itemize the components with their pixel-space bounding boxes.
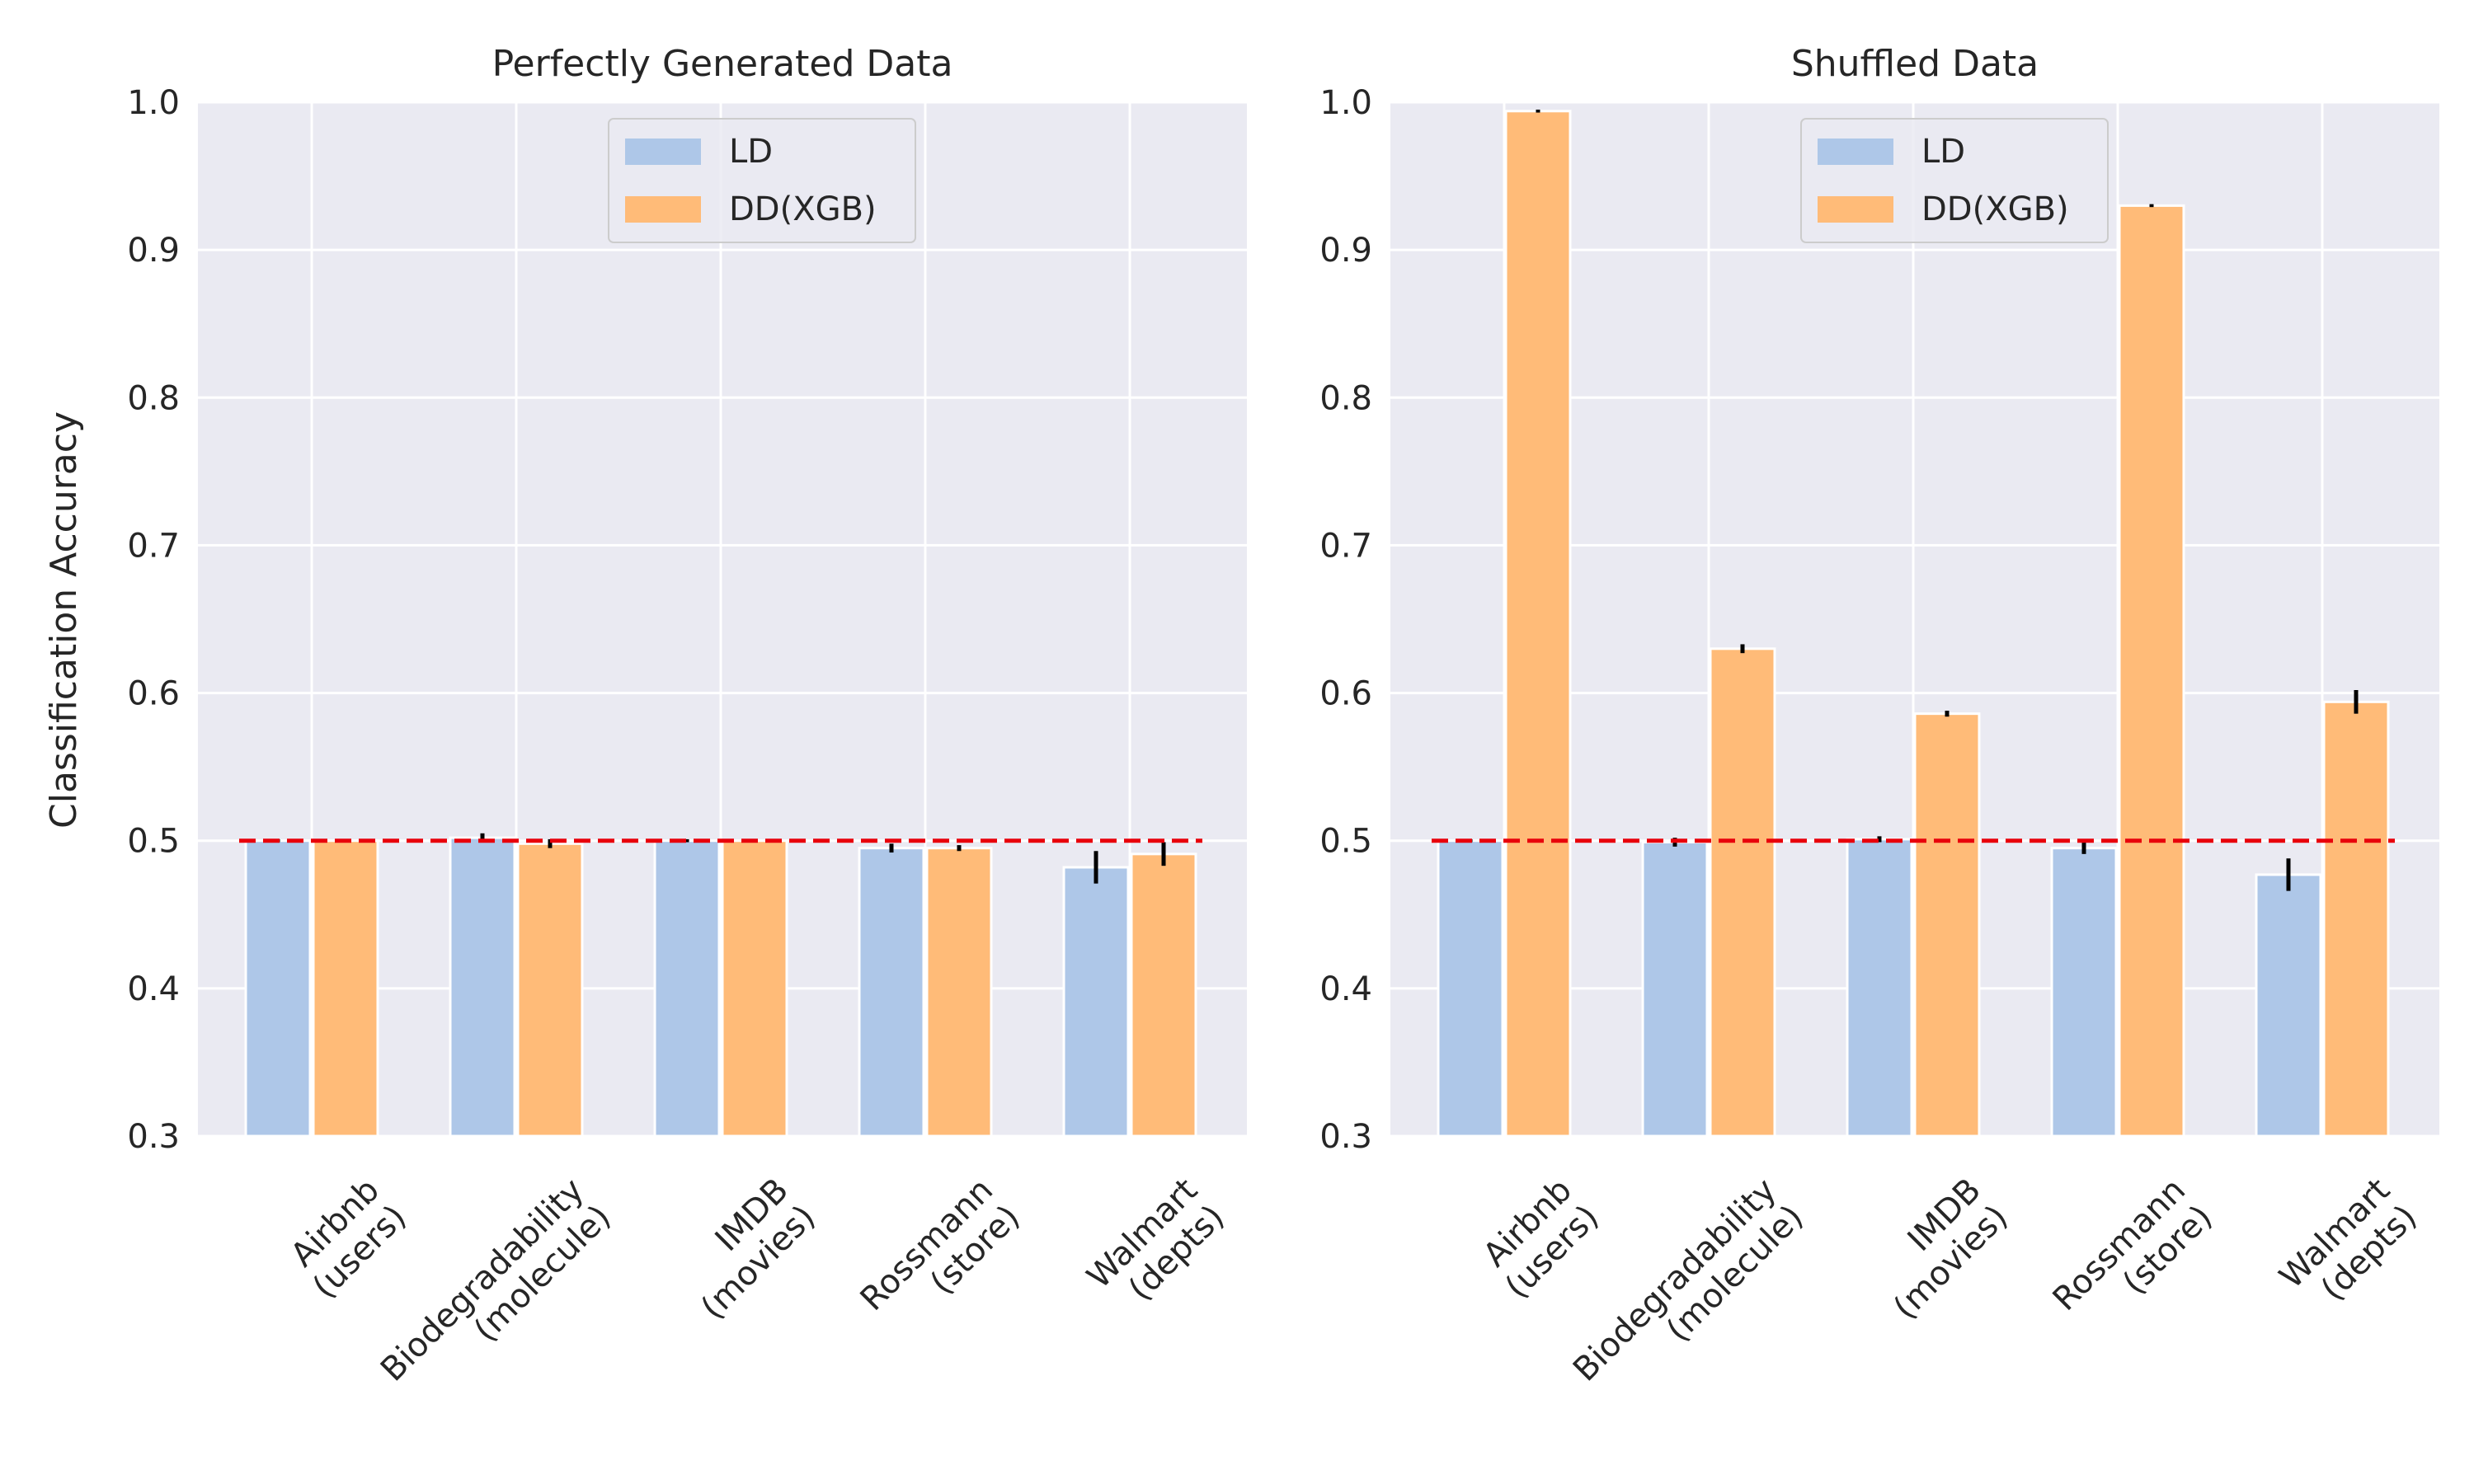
bar-ddxgb-2: [516, 842, 584, 1138]
y-tick-label: 0.3: [1319, 1118, 1372, 1156]
y-tick-label: 1.0: [127, 84, 180, 122]
legend: LD DD(XGB): [608, 118, 916, 243]
legend-swatch: [625, 139, 701, 165]
x-tick-label: Rossmann(store): [2046, 1172, 2220, 1345]
y-tick-label: 0.5: [1319, 823, 1372, 861]
legend-label: DD(XGB): [1921, 190, 2069, 228]
y-tick-label: 0.5: [127, 823, 180, 861]
y-tick-label: 0.7: [127, 527, 180, 565]
y-tick-label: 0.7: [1319, 527, 1372, 565]
x-tick-label: Biodegradability(molecule): [374, 1172, 618, 1416]
bar-ld-4: [858, 847, 925, 1138]
x-tick-label: Walmart(depts): [1080, 1172, 1232, 1323]
bar-ddxgb-2: [1709, 647, 1776, 1138]
y-tick-label: 0.3: [127, 1118, 180, 1156]
x-tick-label: Airbnb(users): [279, 1172, 414, 1307]
x-tick-label: Rossmann(store): [854, 1172, 1028, 1345]
bar-ddxgb-1: [312, 839, 379, 1138]
y-tick-label: 0.4: [1319, 970, 1372, 1008]
y-tick-label: 0.4: [127, 970, 180, 1008]
legend-label: LD: [729, 133, 773, 171]
legend-label: LD: [1921, 133, 1965, 171]
bar-ld-5: [2255, 873, 2322, 1138]
bar-ddxgb-5: [1130, 852, 1197, 1138]
bar-ld-3: [653, 839, 721, 1138]
bar-ld-1: [244, 839, 312, 1138]
bar-ld-1: [1437, 839, 1504, 1138]
bar-ddxgb-3: [721, 839, 788, 1138]
legend-swatch: [1818, 139, 1893, 165]
bar-ld-4: [2050, 847, 2118, 1138]
x-tick-label: Biodegradability(molecule): [1566, 1172, 1811, 1416]
panel-2: 0.3 0.4 0.5 0.6 0.7 0.8 0.9 1.0 Shuffled Data Air…: [1319, 43, 2439, 1416]
panel-1: 0.3 0.4 0.5 0.6 0.7 0.8 0.9 1.0 Perfectly Genera…: [127, 43, 1247, 1416]
y-tick-label: 0.8: [1319, 379, 1372, 417]
legend-label: DD(XGB): [729, 190, 877, 228]
panel-title: Shuffled Data: [1791, 43, 2039, 85]
panel-title: Perfectly Generated Data: [492, 43, 953, 85]
bar-ld-2: [1641, 841, 1709, 1138]
legend-swatch: [625, 196, 701, 223]
legend-swatch: [1818, 196, 1893, 223]
x-tick-label: Airbnb(users): [1471, 1172, 1606, 1307]
bar-ld-2: [449, 836, 516, 1138]
y-tick-label: 0.8: [127, 379, 180, 417]
bar-ddxgb-4: [925, 847, 993, 1138]
y-tick-label: 0.6: [1319, 675, 1372, 713]
bar-ld-3: [1846, 838, 1913, 1138]
x-tick-label: IMDB(movies): [667, 1172, 823, 1327]
bar-ddxgb-3: [1913, 712, 1981, 1138]
bar-ddxgb-5: [2322, 700, 2390, 1138]
legend: LD DD(XGB): [1800, 118, 2109, 243]
y-tick-label: 1.0: [1319, 84, 1372, 122]
y-axis-title: Classification Accuracy: [43, 411, 85, 829]
bar-ld-5: [1062, 866, 1130, 1138]
y-tick-label: 0.9: [127, 232, 180, 270]
y-tick-label: 0.6: [127, 675, 180, 713]
bar-ddxgb-4: [2118, 204, 2185, 1138]
x-tick-label: IMDB(movies): [1860, 1172, 2015, 1327]
y-tick-label: 0.9: [1319, 232, 1372, 270]
bar-ddxgb-1: [1504, 110, 1572, 1138]
x-tick-label: Walmart(depts): [2273, 1172, 2425, 1323]
